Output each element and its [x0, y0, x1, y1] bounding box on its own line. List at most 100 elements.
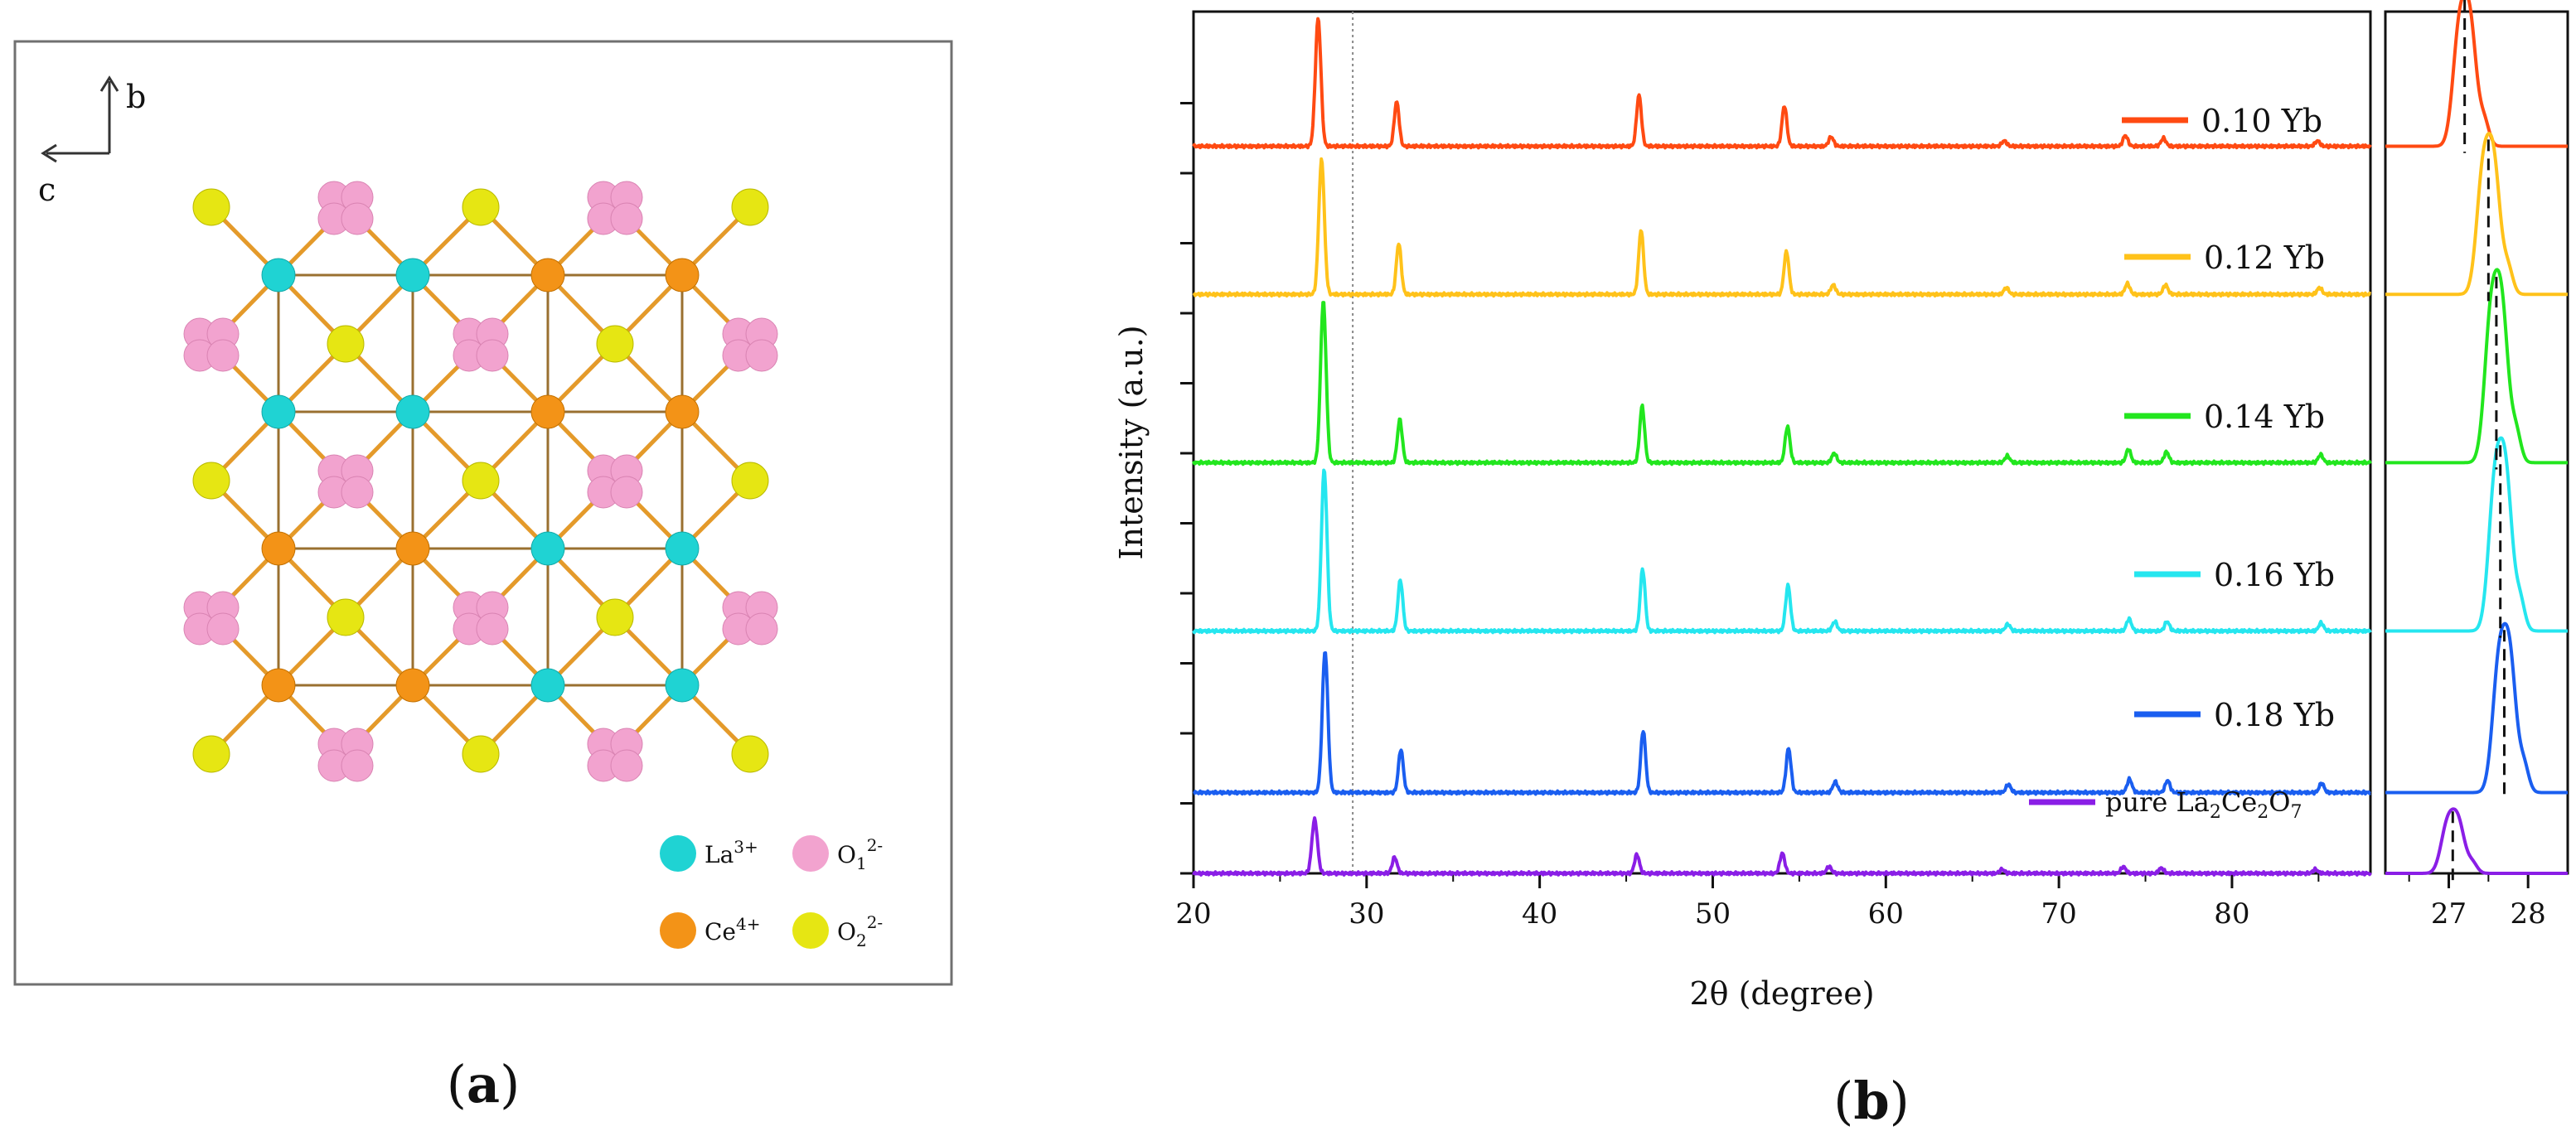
main-plot-frame [1192, 10, 2372, 875]
ce-atom [665, 258, 700, 293]
inset-pattern-0-18-yb [2385, 621, 2569, 795]
svg-text:Ce4+: Ce4+ [705, 914, 760, 945]
o2-atom [731, 735, 769, 773]
legend-entry-0-12-yb: 0.12 Yb [2124, 239, 2325, 276]
la-atom-swatch [660, 835, 696, 872]
c-axis-arrowhead [41, 143, 57, 163]
o1-atom [476, 339, 509, 372]
panel-b-label: (b) [1833, 1071, 1910, 1131]
panel-b-label-letter: b [1853, 1071, 1889, 1131]
legend-entry-0-16-yb: 0.16 Yb [2134, 557, 2335, 593]
x-tick-label: 70 [2041, 897, 2076, 931]
o2-atom [462, 462, 500, 500]
inset-zoom-patterns [2385, 0, 2569, 875]
crystal-axes-indicator: b c [38, 75, 146, 208]
chart-legend: 0.10 Yb 0.12 Yb 0.14 Yb 0.16 Yb 0.18 Yb … [2029, 103, 2335, 823]
legend-label-0-12-yb: 0.12 Yb [2204, 239, 2325, 276]
xrd-pattern-0-10-yb [1192, 17, 2372, 150]
x-axis-ticks: 20 30 40 50 60 70 80 [1175, 873, 2320, 931]
atom-legend-la: La3+ [660, 835, 758, 872]
la-atom [261, 394, 296, 429]
legend-label-0-16-yb: 0.16 Yb [2214, 557, 2335, 593]
o2-atom [731, 188, 769, 226]
legend-label-0-10-yb: 0.10 Yb [2201, 103, 2322, 139]
panel-a-label-open: ( [447, 1054, 467, 1114]
la-atom [665, 668, 700, 703]
x-tick-label: 30 [1349, 897, 1384, 931]
ce-atom [261, 668, 296, 703]
x-tick-label: 50 [1695, 897, 1731, 931]
panel-a-label: (a) [447, 1054, 521, 1114]
la-atom [395, 394, 430, 429]
xrd-pattern-0-18-yb [1193, 651, 2371, 796]
o2-atom [731, 462, 769, 500]
o2-atom [327, 598, 365, 636]
la-legend-sup: 3+ [734, 837, 758, 857]
x-tick-label: 60 [1868, 897, 1904, 931]
o1-atom [610, 476, 643, 509]
svg-text:O12-: O12- [837, 835, 883, 873]
ce-atom [665, 394, 700, 429]
legend-label-0-18-yb: 0.18 Yb [2214, 697, 2335, 733]
xrd-chart-panel: 20 30 40 50 60 70 80 27 28 0.10 Yb 0.12 Yb 0.14… [1113, 0, 2569, 1131]
ce-legend-base: Ce [705, 918, 736, 945]
o1-atom [745, 612, 778, 645]
o2-atom [192, 188, 230, 226]
o2-atom [596, 598, 634, 636]
panel-a-label-close: ) [500, 1054, 520, 1114]
o1-atom [476, 612, 509, 645]
o1-legend-sub: 1 [856, 853, 867, 873]
o2-legend-base: O [837, 918, 856, 945]
o1-atom [341, 202, 374, 235]
inset-pattern-0-12-yb [2385, 132, 2569, 297]
atom-legend: La3+ O12- Ce4+ O22- [660, 835, 883, 950]
o2-atom [327, 325, 365, 363]
o1-legend-base: O [837, 841, 856, 868]
o2-legend-sup: 2- [867, 912, 883, 932]
x-axis-label: 2θ (degree) [1689, 975, 1874, 1012]
atom-legend-o2: O22- [792, 912, 883, 950]
svg-text:O22-: O22- [837, 912, 883, 950]
inset-plot-frame [2384, 10, 2569, 875]
inset-x-axis-ticks: 27 28 [2408, 873, 2546, 931]
legend-entry-0-10-yb: 0.10 Yb [2122, 103, 2322, 139]
o2-atom [462, 735, 500, 773]
inset-pattern-0-16-yb [2385, 436, 2569, 633]
panel-b-label-open: ( [1833, 1071, 1853, 1131]
crystal-atoms [183, 181, 778, 782]
xrd-pattern-0-14-yb [1192, 301, 2372, 467]
o1-atom [745, 339, 778, 372]
o1-atom [341, 476, 374, 509]
la-atom [395, 258, 430, 293]
o2-atom [192, 462, 230, 500]
svg-text:La3+: La3+ [705, 837, 758, 868]
la-atom [530, 531, 565, 566]
o1-atom [610, 202, 643, 235]
xrd-pattern-0-12-yb [1192, 157, 2372, 298]
ce-atom [261, 531, 296, 566]
o1-atom [610, 749, 643, 782]
legend-entry-0-18-yb: 0.18 Yb [2134, 697, 2335, 733]
ce-atom-swatch [660, 912, 696, 949]
legend-entry-pure-la2ce2o7: pure La2Ce2O7 [2029, 786, 2302, 823]
inset-pattern-0-14-yb [2385, 268, 2569, 465]
o1-atom [341, 749, 374, 782]
atom-legend-o1: O12- [792, 835, 883, 873]
x-tick-label: 20 [1175, 897, 1211, 931]
panel-a-label-letter: a [467, 1054, 500, 1114]
o1-atom [206, 339, 240, 372]
o2-atom [596, 325, 634, 363]
o1-atom-swatch [792, 835, 829, 872]
o2-atom [462, 188, 500, 226]
x-tick-label: 40 [1522, 897, 1557, 931]
b-axis-arrowhead [99, 75, 119, 92]
ce-atom [530, 258, 565, 293]
inset-pattern-0-10-yb [2385, 0, 2569, 148]
ce-legend-sup: 4+ [736, 914, 760, 934]
o2-atom [192, 735, 230, 773]
b-axis-label: b [126, 79, 146, 115]
xrd-pattern-0-16-yb [1192, 468, 2372, 635]
o2-atom-swatch [792, 912, 829, 949]
y-axis-label: Intensity (a.u.) [1113, 325, 1150, 559]
